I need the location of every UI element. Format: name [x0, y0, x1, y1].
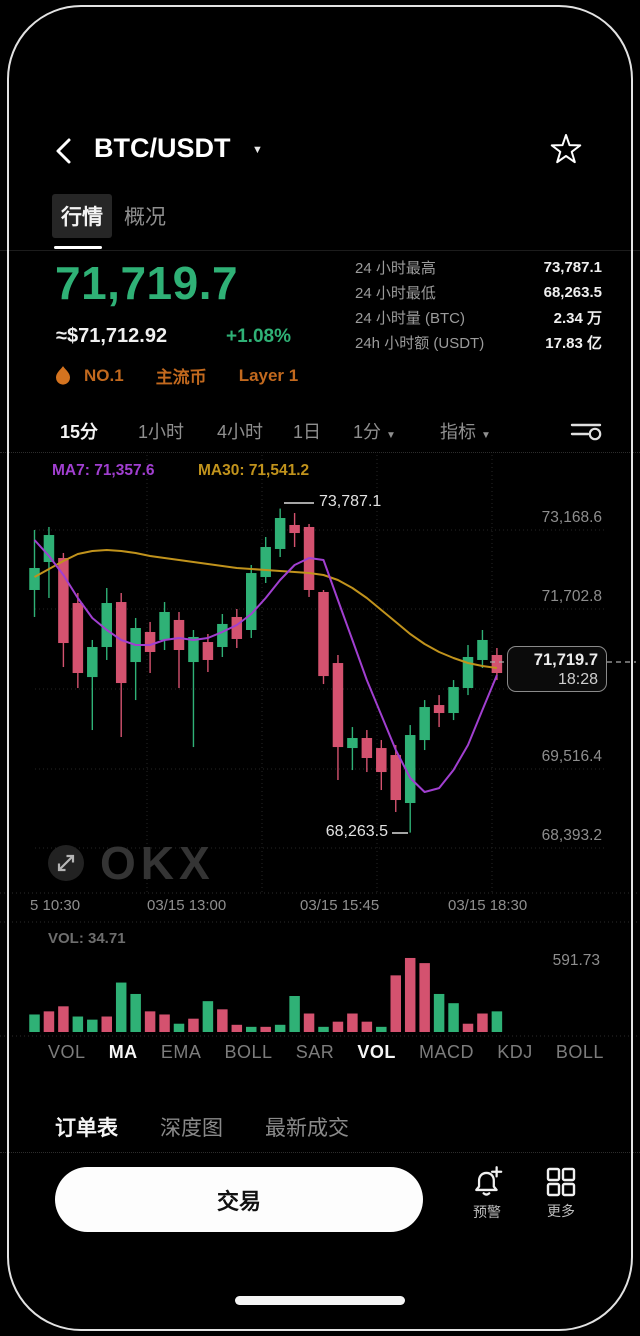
interval-4h[interactable]: 4小时 — [217, 422, 264, 442]
last-price-badge[interactable]: 71,719.7 18:28 — [507, 646, 607, 692]
tab-overview[interactable]: 概况 — [124, 206, 166, 229]
page-title: BTC/USDT — [94, 133, 231, 163]
stat-label: 24 小时最高 — [355, 260, 436, 277]
stat-row-turnover: 24h 小时额 (USDT) 17.83 亿 — [355, 330, 602, 355]
tab-depth-chart[interactable]: 深度图 — [160, 1117, 223, 1140]
okx-logo: OKX — [100, 837, 215, 889]
ma7-label: MA7: 71,357.6 — [52, 462, 155, 479]
x-axis-label: 03/15 13:00 — [147, 897, 227, 914]
interval-1d[interactable]: 1日 — [293, 422, 322, 442]
y-axis-label: 71,702.8 — [541, 588, 602, 605]
indicator-tab-macd[interactable]: MACD — [419, 1042, 475, 1062]
high-annotation: 73,787.1 — [319, 493, 382, 510]
fiat-value: ≈$71,712.92 — [56, 325, 168, 347]
indicator-tab-ma[interactable]: MA — [108, 1042, 138, 1062]
indicator-tab-row: VOL MA EMA BOLL SAR VOL MACD KDJ BOLL — [48, 1042, 604, 1063]
indicator-dropdown[interactable]: 指标 ▼ — [440, 418, 491, 444]
more-button[interactable]: 更多 — [540, 1167, 582, 1221]
stat-value: 17.83 亿 — [545, 335, 602, 352]
low-annotation: 68,263.5 — [325, 823, 388, 840]
alert-bell-icon — [475, 1166, 503, 1196]
indicator-tab-kdj[interactable]: KDJ — [497, 1042, 533, 1062]
stat-value: 73,787.1 — [543, 259, 602, 276]
stat-value: 68,263.5 — [543, 284, 602, 301]
stat-label: 24h 小时额 (USDT) — [355, 335, 485, 352]
active-tab-underline — [54, 246, 102, 249]
interval-divider — [0, 452, 640, 453]
y-axis-label: 73,168.6 — [541, 509, 602, 526]
tabs-divider — [0, 1152, 640, 1153]
trade-button-label: 交易 — [216, 1188, 261, 1214]
y-axis-label: 69,516.4 — [541, 748, 602, 765]
indicator-tab-vol-main[interactable]: VOL — [48, 1042, 86, 1062]
stat-row-low: 24 小时最低 68,263.5 — [355, 280, 602, 305]
pair-dropdown-icon[interactable]: ▼ — [252, 144, 263, 156]
tab-order-book[interactable]: 订单表 — [55, 1117, 118, 1140]
indicator-tab-boll[interactable]: BOLL — [224, 1042, 273, 1062]
tab-latest-trades[interactable]: 最新成交 — [265, 1117, 349, 1140]
indicator-tab-ema[interactable]: EMA — [160, 1042, 202, 1062]
stat-value: 2.34 万 — [553, 310, 602, 327]
home-indicator[interactable] — [235, 1296, 405, 1305]
tag-mainstream[interactable]: 主流币 — [155, 368, 207, 387]
stats-24h: 24 小时最高 73,787.1 24 小时最低 68,263.5 24 小时量… — [355, 255, 602, 355]
x-axis-label: 03/15 15:45 — [300, 897, 380, 914]
trade-button[interactable]: 交易 — [55, 1167, 423, 1232]
interval-1m-dropdown[interactable]: 1分 ▼ — [353, 418, 396, 444]
volume-scale-label: 591.73 — [552, 952, 600, 969]
last-price: 71,719.7 — [55, 257, 239, 309]
header: BTC/USDT ▼ — [52, 133, 592, 169]
favorite-star-icon[interactable] — [548, 132, 584, 168]
stat-row-high: 24 小时最高 73,787.1 — [355, 255, 602, 280]
indicator-tab-sar[interactable]: SAR — [295, 1042, 335, 1062]
back-icon[interactable] — [52, 137, 76, 165]
x-axis-label: 03/15 18:30 — [448, 897, 528, 914]
badge-time: 18:28 — [557, 670, 598, 688]
flame-icon — [56, 366, 70, 385]
interval-1h[interactable]: 1小时 — [138, 422, 185, 442]
ma30-label: MA30: 71,541.2 — [198, 462, 310, 479]
token-tags: NO.1 主流币 Layer 1 — [56, 363, 298, 388]
chevron-down-icon: ▼ — [386, 430, 396, 441]
change-percent: +1.08% — [226, 326, 291, 347]
tab-quotes[interactable]: 行情 — [52, 194, 112, 238]
alert-label: 预警 — [473, 1204, 501, 1220]
stat-row-volume: 24 小时量 (BTC) 2.34 万 — [355, 305, 602, 330]
chevron-down-icon: ▼ — [481, 430, 491, 441]
chart-watermark: OKX — [46, 836, 215, 890]
alert-button[interactable]: 预警 — [466, 1166, 508, 1222]
y-axis-label: 68,393.2 — [541, 827, 602, 844]
grid-more-icon — [546, 1167, 576, 1197]
indicator-tab-vol-sub[interactable]: VOL — [357, 1042, 396, 1062]
stat-label: 24 小时最低 — [355, 285, 436, 302]
header-divider — [0, 250, 640, 251]
x-axis-label: 5 10:30 — [30, 897, 81, 914]
tag-rank[interactable]: NO.1 — [84, 365, 124, 385]
interval-1m-label: 1分 — [353, 422, 382, 442]
more-label: 更多 — [547, 1203, 575, 1219]
volume-label: VOL: 34.71 — [48, 930, 126, 947]
chart-settings-icon[interactable] — [570, 418, 602, 442]
stat-label: 24 小时量 (BTC) — [355, 310, 466, 327]
indicator-label: 指标 — [440, 422, 476, 442]
expand-chart-icon[interactable] — [46, 843, 86, 883]
badge-price: 71,719.7 — [533, 650, 598, 669]
tag-layer[interactable]: Layer 1 — [238, 365, 299, 385]
interval-15m[interactable]: 15分 — [60, 422, 99, 442]
candlestick-chart[interactable] — [0, 453, 640, 1038]
indicator-tab-boll2[interactable]: BOLL — [555, 1042, 604, 1062]
